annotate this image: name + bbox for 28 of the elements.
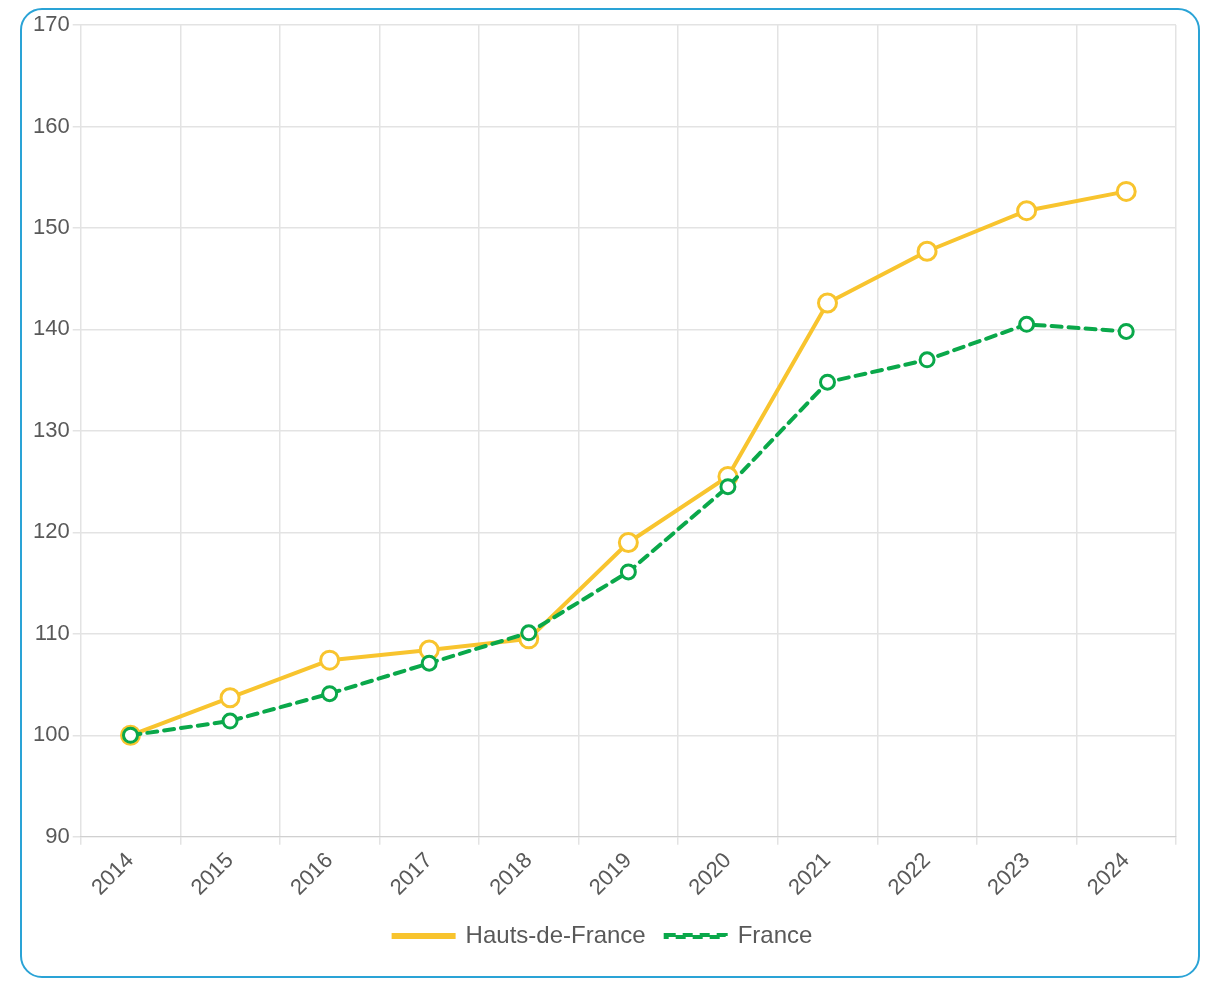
point bbox=[918, 351, 936, 369]
point bbox=[219, 687, 241, 709]
point bbox=[1018, 315, 1036, 333]
point bbox=[1117, 322, 1135, 340]
point bbox=[1115, 180, 1137, 202]
point bbox=[321, 685, 339, 703]
y-tick-label: 150 bbox=[32, 213, 70, 239]
point bbox=[520, 624, 538, 642]
y-tick-label: 130 bbox=[32, 416, 70, 442]
y-tick-label: 160 bbox=[32, 112, 70, 138]
point bbox=[221, 712, 239, 730]
y-tick-label: 140 bbox=[32, 315, 70, 341]
point bbox=[619, 563, 637, 581]
y-tick-label: 110 bbox=[34, 619, 70, 645]
point bbox=[1016, 200, 1038, 222]
point bbox=[819, 373, 836, 391]
legend-label: Hauts-de-France bbox=[465, 920, 646, 948]
point bbox=[916, 240, 938, 262]
point bbox=[719, 478, 737, 496]
legend-label: France bbox=[737, 920, 813, 948]
point bbox=[420, 654, 438, 672]
point bbox=[319, 649, 341, 671]
point bbox=[617, 531, 639, 553]
y-tick-label: 100 bbox=[32, 721, 70, 747]
y-tick-label: 170 bbox=[32, 11, 70, 37]
point bbox=[817, 292, 838, 314]
y-tick-label: 120 bbox=[32, 518, 70, 544]
y-tick-label: 90 bbox=[45, 822, 70, 848]
